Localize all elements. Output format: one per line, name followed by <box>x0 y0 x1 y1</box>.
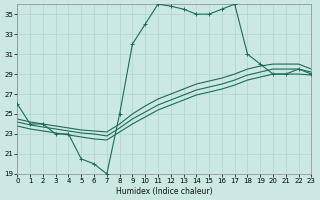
X-axis label: Humidex (Indice chaleur): Humidex (Indice chaleur) <box>116 187 213 196</box>
